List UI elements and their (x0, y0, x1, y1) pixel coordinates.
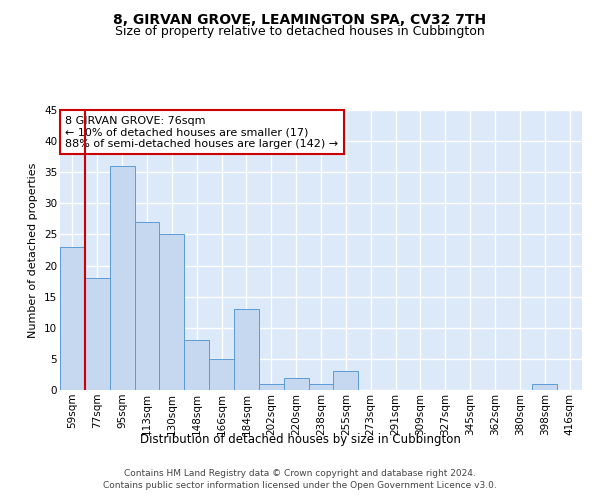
Bar (284, 378, 308, 390)
Bar (209, 359, 234, 390)
Bar (259, 384, 284, 390)
Text: 8, GIRVAN GROVE, LEAMINGTON SPA, CV32 7TH: 8, GIRVAN GROVE, LEAMINGTON SPA, CV32 7T… (113, 12, 487, 26)
Bar (532, 384, 557, 390)
Bar (160, 234, 184, 390)
Bar (85, 278, 110, 390)
Bar (234, 309, 259, 390)
Text: Contains HM Land Registry data © Crown copyright and database right 2024.
Contai: Contains HM Land Registry data © Crown c… (103, 468, 497, 490)
Bar (334, 372, 358, 390)
Y-axis label: Number of detached properties: Number of detached properties (28, 162, 38, 338)
Bar (134, 222, 160, 390)
Bar (308, 384, 334, 390)
Bar (60, 247, 85, 390)
Bar (110, 166, 134, 390)
Bar (184, 340, 209, 390)
Text: 8 GIRVAN GROVE: 76sqm
← 10% of detached houses are smaller (17)
88% of semi-deta: 8 GIRVAN GROVE: 76sqm ← 10% of detached … (65, 116, 338, 149)
Text: Size of property relative to detached houses in Cubbington: Size of property relative to detached ho… (115, 25, 485, 38)
Text: Distribution of detached houses by size in Cubbington: Distribution of detached houses by size … (140, 432, 460, 446)
